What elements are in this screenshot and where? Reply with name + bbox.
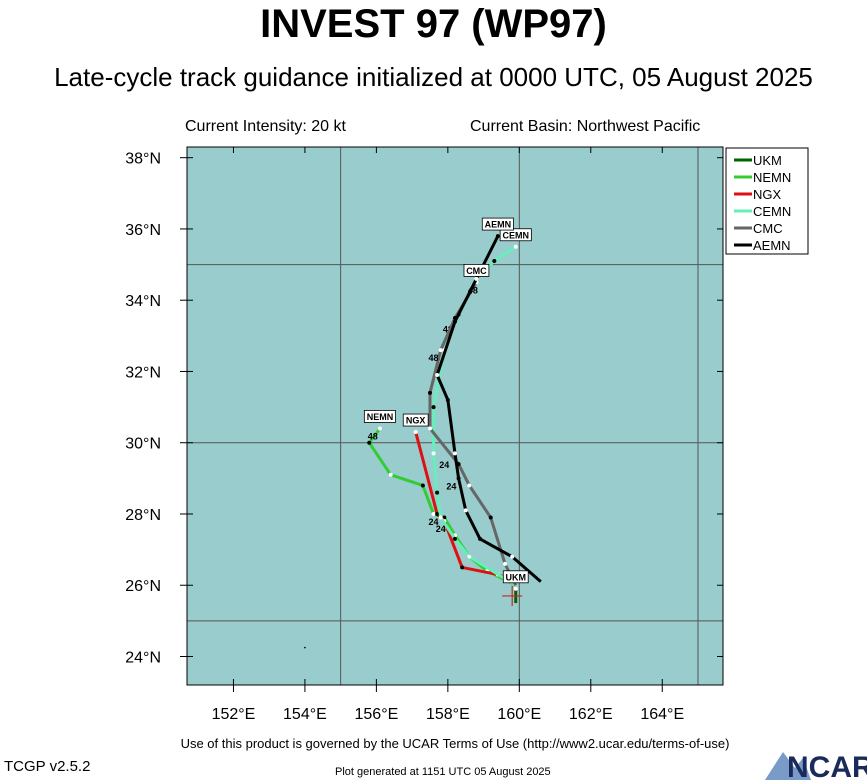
track-point-cmc — [427, 426, 432, 431]
legend: UKM NEMN NGX CEMN CMC AEMN — [725, 147, 809, 255]
track-point-aemn — [510, 554, 515, 559]
track-point-aemn — [445, 397, 450, 402]
x-tick-label: 164°E — [640, 706, 684, 723]
end-label-box — [402, 413, 429, 427]
track-point-cemn — [467, 554, 472, 559]
tau-label: 24 — [446, 481, 456, 491]
track-point-cmc — [438, 348, 443, 353]
track-point-nemn — [377, 426, 382, 431]
end-label-aemn: AEMN — [485, 220, 512, 230]
tau-label: 24 — [436, 524, 446, 534]
track-point-aemn — [474, 276, 479, 281]
tau-label: 48 — [368, 432, 378, 442]
track-point-aemn — [453, 319, 457, 324]
y-tick-label: 24°N — [125, 649, 161, 666]
track-point-nemn — [388, 472, 393, 477]
legend-label-cmc: CMC — [753, 221, 783, 236]
x-tick-label: 158°E — [426, 706, 470, 723]
track-point-cemn — [438, 515, 443, 520]
tau-label: 48 — [429, 353, 439, 363]
version-label: TCGP v2.5.2 — [4, 758, 91, 775]
track-point-ngx — [413, 430, 418, 435]
track-point-cmc — [488, 515, 493, 520]
tau-label: 48 — [443, 325, 453, 335]
logo-text: NCAR — [787, 751, 867, 780]
chart-title: INVEST 97 (WP97) — [260, 2, 607, 46]
track-point-aemn — [495, 234, 500, 239]
ncar-logo: NCAR — [765, 751, 867, 780]
plot-frame — [186, 146, 724, 686]
track-point-cemn — [431, 451, 436, 456]
end-label-cmc: CMC — [466, 266, 487, 276]
y-tick-label: 26°N — [125, 578, 161, 595]
track-point-cmc — [427, 390, 432, 395]
track-point-cemn — [513, 244, 518, 249]
track-point-cmc — [503, 561, 508, 566]
end-label-ukm: UKM — [505, 572, 526, 582]
legend-label-ngx: NGX — [753, 187, 782, 202]
tau-label: 48 — [468, 286, 478, 296]
legend-box — [725, 147, 809, 255]
current-basin-label: Current Basin: Northwest Pacific — [470, 118, 701, 135]
end-label-box — [481, 217, 514, 231]
current-intensity-label: Current Intensity: 20 kt — [185, 118, 346, 135]
end-label-ngx: NGX — [406, 416, 426, 426]
track-point-cmc — [467, 483, 472, 488]
x-tick-label: 160°E — [497, 706, 541, 723]
ocean-background — [187, 147, 723, 685]
y-tick-label: 28°N — [125, 507, 161, 524]
track-point-cemn — [431, 405, 436, 410]
end-label-nemn: NEMN — [367, 412, 394, 422]
track-point-aemn — [456, 476, 461, 481]
y-tick-label: 30°N — [125, 436, 161, 453]
track-point-aemn — [478, 536, 483, 541]
x-tick-label: 154°E — [283, 706, 327, 723]
track-point-cemn — [435, 490, 440, 495]
track-point-ngx — [460, 565, 465, 570]
track-point-aemn — [463, 508, 468, 513]
y-tick-label: 32°N — [125, 364, 161, 381]
legend-label-nemn: NEMN — [753, 170, 791, 185]
track-point-aemn — [453, 451, 457, 456]
track-cmc — [428, 281, 518, 586]
map-dot — [304, 646, 306, 649]
legend-label-aemn: AEMN — [753, 238, 791, 253]
legend-label-ukm: UKM — [753, 153, 782, 168]
y-tick-label: 36°N — [125, 222, 161, 239]
x-tick-label: 162°E — [569, 706, 613, 723]
track-point-nemn — [420, 483, 425, 488]
track-point-nemn — [367, 440, 372, 445]
x-tick-label: 152°E — [212, 706, 256, 723]
tau-label: 24 — [429, 517, 439, 527]
track-point-ukm — [513, 586, 518, 591]
x-tick-label: 156°E — [355, 706, 399, 723]
track-point-aemn — [435, 373, 440, 378]
legend-label-cemn: CEMN — [753, 204, 791, 219]
track-point-nemn — [431, 511, 436, 516]
end-label-cemn: CEMN — [502, 230, 529, 240]
generated-timestamp: Plot generated at 1151 UTC 05 August 202… — [335, 766, 551, 778]
terms-of-use: Use of this product is governed by the U… — [180, 736, 730, 751]
track-point-ngx — [435, 511, 440, 516]
track-point-cemn — [492, 259, 497, 264]
end-label-box — [463, 263, 490, 277]
end-label-box — [363, 410, 396, 423]
y-tick-label: 38°N — [125, 151, 161, 168]
end-label-box — [502, 570, 529, 584]
track-point-cemn — [453, 536, 457, 541]
y-tick-label: 34°N — [125, 293, 161, 310]
plot-area: 152°E 154°E 156°E 158°E 160°E 162°E 164°E 24°N 2… — [125, 146, 724, 723]
logo-mountain-icon — [765, 752, 811, 780]
chart-subtitle: Late-cycle track guidance initialized at… — [54, 62, 813, 92]
end-label-box — [499, 228, 532, 242]
tau-label: 24 — [439, 460, 449, 470]
